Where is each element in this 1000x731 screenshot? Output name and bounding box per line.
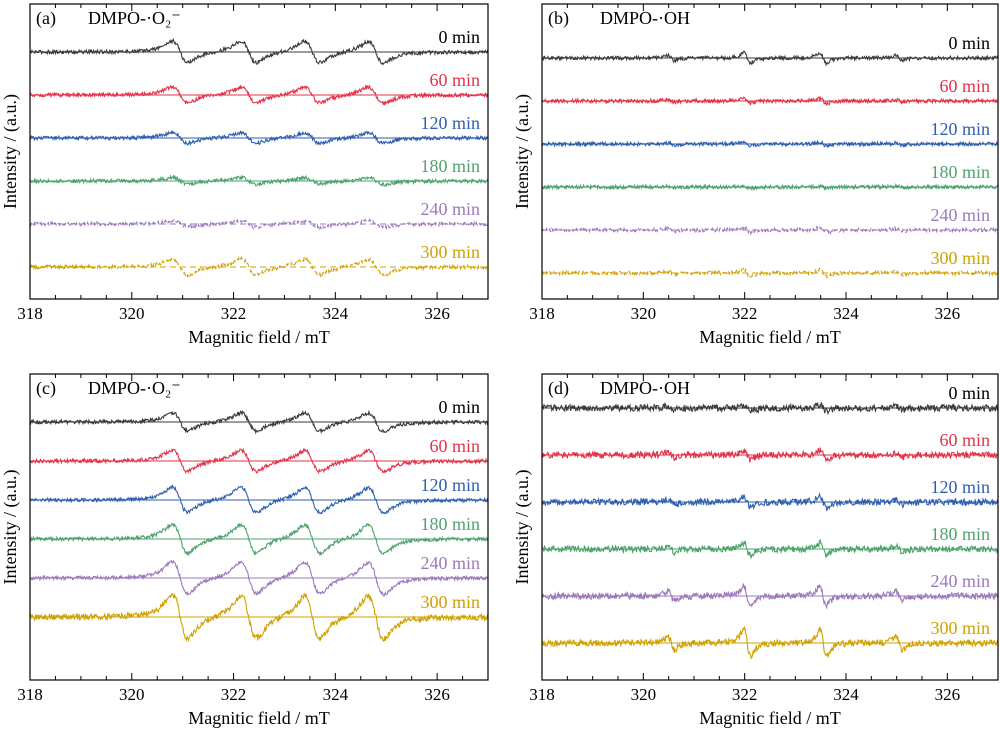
x-tick-label: 324 bbox=[323, 685, 349, 704]
y-axis-label: Intensity / (a.u.) bbox=[0, 470, 21, 585]
trace-dashed-240-min bbox=[541, 224, 999, 236]
trace-120-min bbox=[541, 139, 999, 149]
plot-frame bbox=[29, 3, 489, 300]
x-tick-label: 324 bbox=[833, 685, 859, 704]
panel-title: DMPO-·OH bbox=[600, 8, 690, 28]
trace-120-min bbox=[541, 491, 999, 512]
series-label: 180 min bbox=[420, 514, 480, 534]
series-label: 120 min bbox=[420, 113, 480, 133]
x-tick-label: 324 bbox=[323, 304, 349, 323]
trace-60-min bbox=[541, 95, 999, 107]
series-label: 60 min bbox=[429, 70, 480, 90]
trace-300-min bbox=[29, 593, 489, 643]
trace-0-min bbox=[29, 38, 489, 66]
panel-1: 0 min 60 min 120 min 180 min 240 min 300 min 3… bbox=[0, 3, 489, 347]
trace-120-min bbox=[29, 130, 489, 147]
trace-240-min bbox=[29, 559, 489, 598]
panel-letter: (a) bbox=[36, 8, 56, 29]
panel-title: DMPO-·O₂⁻ bbox=[88, 8, 181, 28]
x-tick-label: 326 bbox=[935, 685, 961, 704]
x-tick-label: 318 bbox=[17, 304, 43, 323]
x-tick-label: 320 bbox=[119, 304, 145, 323]
x-tick-label: 322 bbox=[732, 685, 758, 704]
x-tick-label: 326 bbox=[424, 685, 450, 704]
series-label: 0 min bbox=[438, 27, 480, 47]
x-axis-label: Magnitic field / mT bbox=[699, 708, 840, 728]
series-label: 180 min bbox=[930, 162, 990, 182]
trace-60-min bbox=[541, 447, 999, 463]
series-label: 240 min bbox=[420, 553, 480, 573]
panel-title: DMPO-·O₂⁻ bbox=[88, 378, 181, 398]
series-label: 240 min bbox=[930, 205, 990, 225]
x-axis-label: Magnitic field / mT bbox=[188, 708, 329, 728]
trace-180-min bbox=[541, 538, 999, 560]
trace-dashed-240-min bbox=[29, 217, 489, 231]
trace-180-min bbox=[29, 174, 489, 188]
x-tick-label: 324 bbox=[833, 304, 859, 323]
series-label: 60 min bbox=[939, 76, 990, 96]
x-tick-label: 320 bbox=[631, 304, 657, 323]
x-tick-label: 320 bbox=[631, 685, 657, 704]
trace-240-min bbox=[541, 582, 999, 610]
trace-dashed-300-min bbox=[541, 267, 999, 279]
plot-frame bbox=[29, 373, 489, 681]
series-label: 300 min bbox=[930, 618, 990, 638]
panel-2: 0 min 60 min 120 min 180 min 240 min 300 min 3… bbox=[512, 3, 999, 347]
y-axis-label: Intensity / (a.u.) bbox=[512, 470, 533, 585]
panel-3: 0 min 60 min 120 min 180 min 240 min 300 min 3… bbox=[0, 373, 489, 728]
x-tick-label: 318 bbox=[17, 685, 43, 704]
x-tick-label: 320 bbox=[119, 685, 145, 704]
x-tick-label: 322 bbox=[732, 304, 758, 323]
series-label: 0 min bbox=[438, 397, 480, 417]
x-tick-label: 318 bbox=[529, 685, 555, 704]
series-label: 300 min bbox=[420, 242, 480, 262]
series-label: 240 min bbox=[420, 199, 480, 219]
trace-300-min bbox=[29, 263, 92, 271]
series-label: 120 min bbox=[930, 119, 990, 139]
y-axis-label: Intensity / (a.u.) bbox=[512, 94, 533, 209]
series-label: 60 min bbox=[939, 430, 990, 450]
x-tick-label: 322 bbox=[221, 685, 247, 704]
series-label: 180 min bbox=[930, 524, 990, 544]
trace-60-min bbox=[29, 447, 489, 475]
panel-letter: (b) bbox=[548, 8, 569, 29]
series-label: 180 min bbox=[420, 156, 480, 176]
trace-120-min bbox=[29, 483, 489, 515]
x-axis-label: Magnitic field / mT bbox=[699, 327, 840, 347]
series-label: 120 min bbox=[420, 475, 480, 495]
x-axis-label: Magnitic field / mT bbox=[188, 327, 329, 347]
trace-0-min bbox=[29, 409, 489, 435]
trace-300-min bbox=[541, 625, 999, 660]
trace-60-min bbox=[29, 84, 489, 106]
trace-180-min bbox=[541, 182, 999, 192]
series-label: 240 min bbox=[930, 571, 990, 591]
y-axis-label: Intensity / (a.u.) bbox=[0, 94, 21, 209]
series-label: 0 min bbox=[948, 33, 990, 53]
series-label: 120 min bbox=[930, 477, 990, 497]
trace-0-min bbox=[541, 401, 999, 416]
x-tick-label: 318 bbox=[529, 304, 555, 323]
panel-letter: (d) bbox=[548, 378, 569, 399]
series-label: 60 min bbox=[429, 436, 480, 456]
panel-title: DMPO-·OH bbox=[600, 378, 690, 398]
trace-0-min bbox=[541, 50, 999, 67]
x-tick-label: 322 bbox=[221, 304, 247, 323]
series-label: 0 min bbox=[948, 383, 990, 403]
x-tick-label: 326 bbox=[424, 304, 450, 323]
trace-180-min bbox=[29, 522, 489, 557]
panel-4: 0 min 60 min 120 min 180 min 240 min 300 min 3… bbox=[512, 373, 999, 728]
series-label: 300 min bbox=[930, 248, 990, 268]
x-tick-label: 326 bbox=[935, 304, 961, 323]
series-label: 300 min bbox=[420, 592, 480, 612]
panel-letter: (c) bbox=[36, 378, 56, 399]
